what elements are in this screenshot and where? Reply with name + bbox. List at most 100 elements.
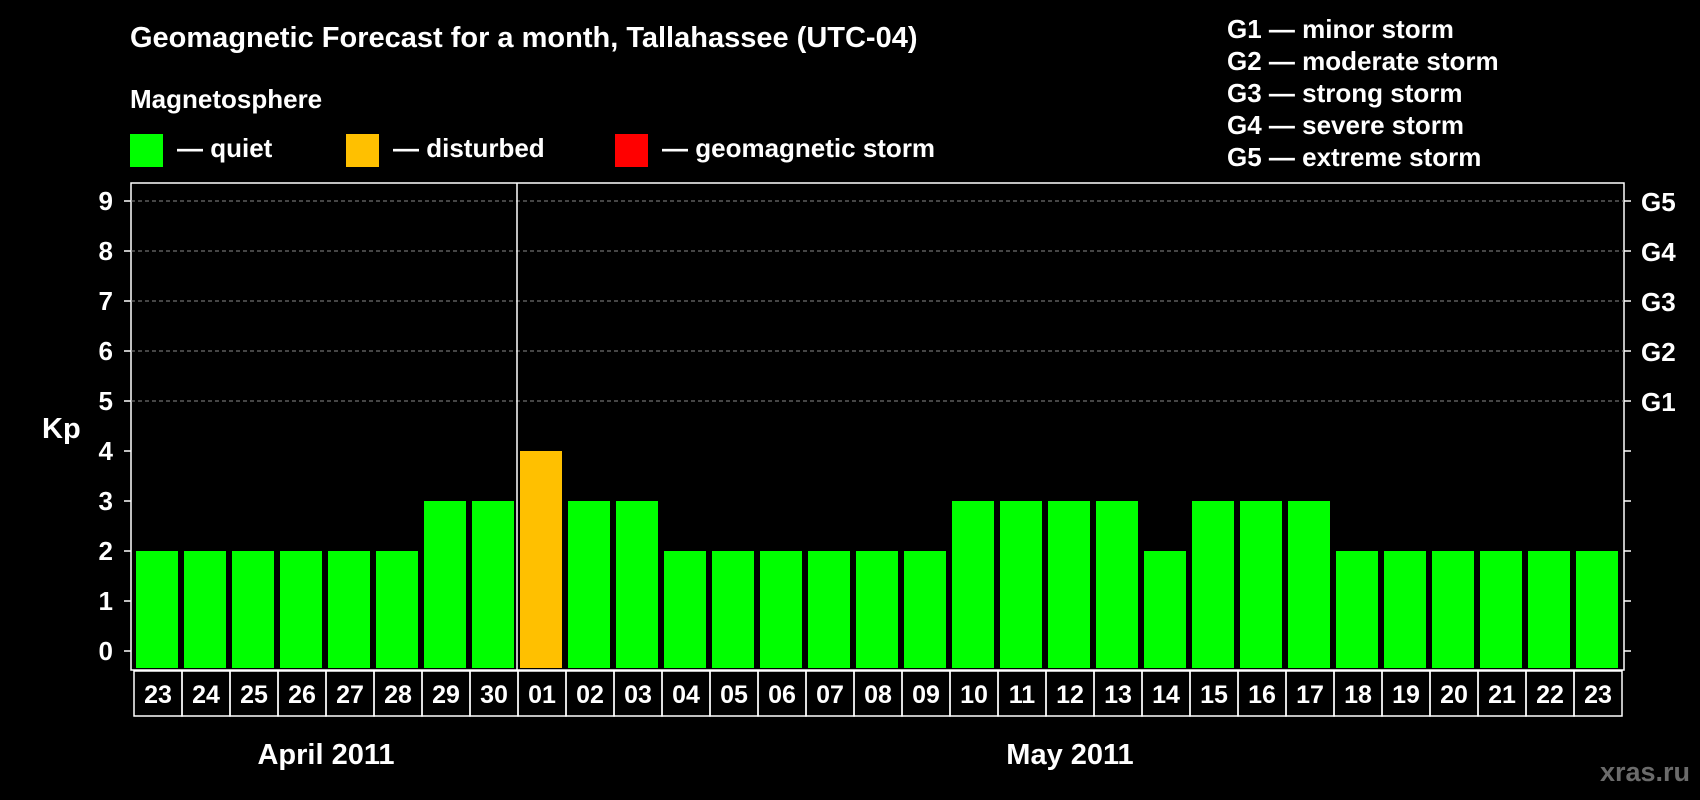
bar: [1384, 551, 1426, 668]
bar: [424, 501, 466, 668]
storm-scale-g5: G5 — extreme storm: [1227, 142, 1481, 172]
bar: [1432, 551, 1474, 668]
legend-swatch-disturbed: [346, 134, 379, 167]
bar: [1480, 551, 1522, 668]
storm-scale-legend: G1 — minor storm G2 — moderate storm G3 …: [1227, 14, 1499, 172]
y-axis-label: Kp: [42, 413, 81, 445]
y-tick-label: 0: [99, 636, 113, 666]
bar: [1240, 501, 1282, 668]
day-label: 13: [1104, 681, 1132, 709]
y-tick-label: 9: [99, 186, 113, 216]
legend-swatch-storm: [615, 134, 648, 167]
day-label: 11: [1009, 681, 1036, 709]
y-tick-label: 1: [99, 586, 113, 616]
y-axis: 0 1 2 3 4 5 6 7 8 9: [99, 186, 131, 666]
storm-scale-g1: G1 — minor storm: [1227, 14, 1454, 44]
y-tick-label: 4: [99, 436, 114, 466]
bar: [376, 551, 418, 668]
bar: [280, 551, 322, 668]
day-label: 09: [912, 681, 940, 709]
bar: [1096, 501, 1138, 668]
storm-axis-label: G2: [1641, 337, 1676, 367]
storm-axis: G1 G2 G3 G4 G5: [1624, 187, 1676, 652]
y-tick-label: 5: [99, 386, 113, 416]
bar: [616, 501, 658, 668]
bar: [520, 451, 562, 668]
legend-label-disturbed: — disturbed: [393, 133, 545, 163]
day-label: 07: [816, 681, 844, 709]
day-label: 23: [1584, 681, 1612, 709]
x-axis-days: 23 24 25 26 27 28 29 30 01 02 03 04 05 06 07 08 09 10 11 12…: [133, 670, 1623, 717]
day-label: 23: [144, 681, 172, 709]
storm-axis-label: G1: [1641, 387, 1676, 417]
bar: [1288, 501, 1330, 668]
bar: [184, 551, 226, 668]
chart-subtitle: Magnetosphere: [130, 84, 322, 114]
day-label: 04: [672, 681, 700, 709]
bar: [808, 551, 850, 668]
bars: [136, 451, 1618, 668]
day-label: 08: [864, 681, 892, 709]
day-label: 24: [192, 681, 220, 709]
bar: [1528, 551, 1570, 668]
storm-axis-label: G5: [1641, 187, 1676, 217]
day-label: 14: [1152, 681, 1180, 709]
bar: [1576, 551, 1618, 668]
day-label: 27: [336, 681, 364, 709]
chart-title: Geomagnetic Forecast for a month, Tallah…: [130, 22, 918, 54]
x-axis-months: April 2011 May 2011: [257, 739, 1133, 771]
y-tick-label: 6: [99, 336, 113, 366]
grid-lines: [131, 200, 1624, 402]
y-tick-label: 8: [99, 236, 113, 266]
bar: [472, 501, 514, 668]
bar: [328, 551, 370, 668]
storm-scale-g3: G3 — strong storm: [1227, 78, 1462, 108]
bar: [952, 501, 994, 668]
bar: [760, 551, 802, 668]
bar: [904, 551, 946, 668]
day-cell: [1573, 670, 1623, 717]
day-label: 16: [1248, 681, 1276, 709]
storm-scale-g2: G2 — moderate storm: [1227, 46, 1499, 76]
y-tick-label: 7: [99, 286, 113, 316]
bar: [232, 551, 274, 668]
legend-swatch-quiet: [130, 134, 163, 167]
day-label: 12: [1056, 681, 1084, 709]
day-label: 30: [480, 681, 508, 709]
bar: [1144, 551, 1186, 668]
bar: [136, 551, 178, 668]
day-label: 06: [768, 681, 796, 709]
day-label: 18: [1344, 681, 1372, 709]
watermark: xras.ru: [1600, 757, 1690, 787]
bar: [568, 501, 610, 668]
month-label: April 2011: [257, 739, 394, 771]
day-label: 19: [1392, 681, 1420, 709]
y-tick-label: 3: [99, 486, 113, 516]
month-label: May 2011: [1006, 739, 1133, 771]
day-label: 28: [384, 681, 412, 709]
storm-axis-label: G4: [1641, 237, 1676, 267]
legend: — quiet — disturbed — geomagnetic storm: [130, 133, 935, 167]
storm-axis-label: G3: [1641, 287, 1676, 317]
day-label: 01: [528, 681, 556, 709]
bar: [1336, 551, 1378, 668]
day-label: 22: [1536, 681, 1564, 709]
day-label: 15: [1200, 681, 1228, 709]
bar: [712, 551, 754, 668]
storm-scale-g4: G4 — severe storm: [1227, 110, 1464, 140]
day-label: 17: [1296, 681, 1324, 709]
day-label: 21: [1488, 681, 1516, 709]
bar: [1000, 501, 1042, 668]
bar: [1192, 501, 1234, 668]
bar: [664, 551, 706, 668]
bar: [1048, 501, 1090, 668]
y-tick-label: 2: [99, 536, 113, 566]
legend-label-storm: — geomagnetic storm: [662, 133, 935, 163]
day-label: 26: [288, 681, 316, 709]
day-label: 29: [432, 681, 460, 709]
day-label: 02: [576, 681, 604, 709]
legend-label-quiet: — quiet: [177, 133, 273, 163]
plot-frame: [130, 182, 1625, 671]
day-label: 25: [240, 681, 268, 709]
